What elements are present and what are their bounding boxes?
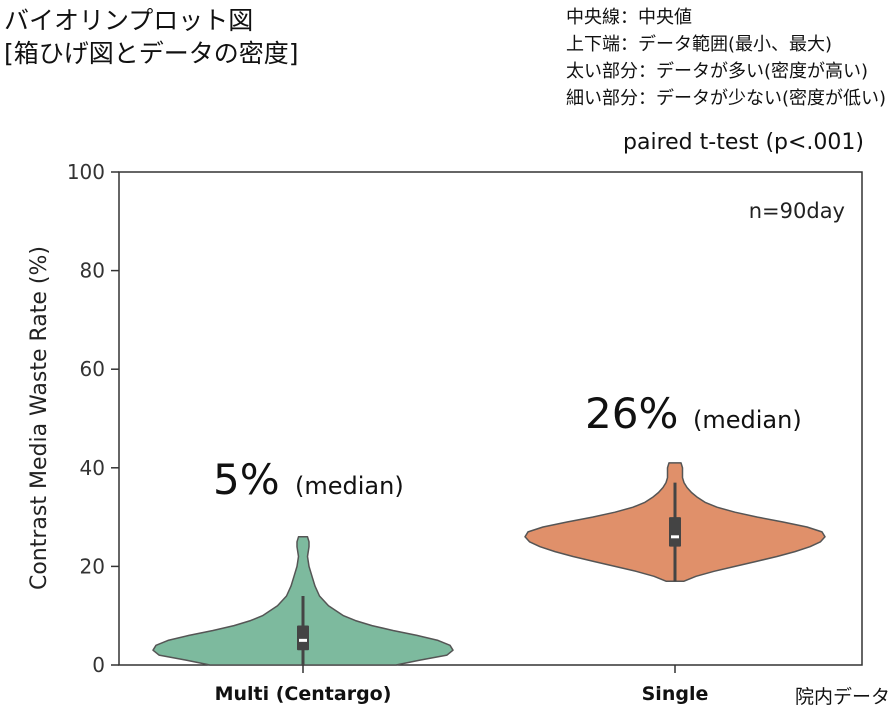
median-annotation-value: 26% [585,389,678,438]
median-annotation-value: 5% [213,455,280,504]
y-axis-ticks: 0 20 40 60 80 100 [67,160,119,677]
legend-line-wide: 太い部分：データが多い(密度が高い) [565,61,868,82]
legend-explanation: 中央線：中央値 上下端：データ範囲(最小、最大) 太い部分：データが多い(密度が… [566,4,886,112]
y-tick-label: 0 [92,653,105,677]
y-tick-label: 100 [67,160,105,184]
x-category-label: Single [642,683,709,705]
violin-iqr-box [297,625,309,651]
x-axis-ticks: Multi (Centargo) Single [215,665,709,705]
chart-title-line-2: [箱ひげ図とデータの密度] [4,39,299,68]
y-tick-label: 80 [80,259,105,283]
x-category-label: Multi (Centargo) [215,683,392,705]
stat-test-label: paired t-test (p<.001) [623,130,864,155]
violins-layer: 5% (median) 26% (median) [152,389,826,666]
plot-frame [118,171,863,666]
sample-size-note: n=90day [749,199,845,223]
violin-iqr-box [669,517,681,547]
y-tick-label: 60 [80,357,105,381]
legend-line-median: 中央線：中央値 [565,7,692,28]
legend-line-range: 上下端：データ範囲(最小、最大) [565,34,832,55]
chart-title: バイオリンプロット図 [箱ひげ図とデータの密度] [4,4,299,70]
median-annotation-text: (median) [693,406,802,434]
chart-title-line-1: バイオリンプロット図 [4,6,254,35]
y-tick-label: 20 [80,554,105,578]
source-note: 院内データ [794,686,890,708]
y-tick-label: 40 [80,456,105,480]
median-annotation-text: (median) [295,472,404,500]
violin-median-marker [671,535,679,539]
y-axis-label: Contrast Media Waste Rate (%) [27,246,52,590]
violin-median-marker [299,638,307,642]
legend-line-narrow: 細い部分：データが少ない(密度が低い) [565,88,886,109]
